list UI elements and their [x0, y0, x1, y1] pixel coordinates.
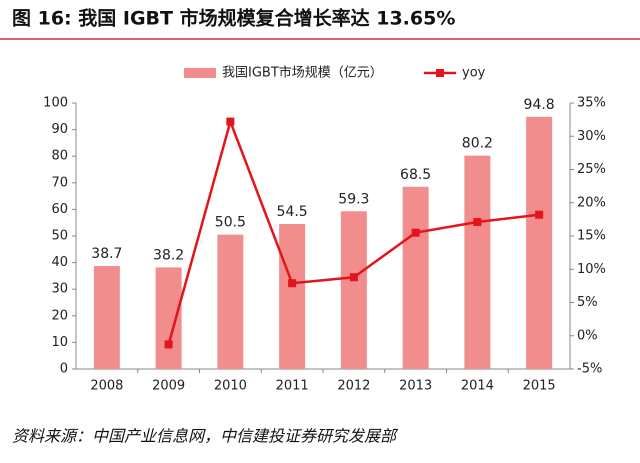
- line-marker: [164, 340, 173, 349]
- y-tick-label: 90: [51, 122, 68, 137]
- legend-swatch: [436, 69, 444, 77]
- data-label: 38.7: [91, 246, 122, 262]
- x-tick-label: 2013: [399, 379, 432, 394]
- line-marker: [535, 210, 544, 219]
- y2-tick-label: -5%: [577, 362, 602, 377]
- legend-swatch: [184, 68, 216, 78]
- chart-title: 图 16: 我国 IGBT 市场规模复合增长率达 13.65%: [12, 7, 455, 30]
- y-tick-label: 30: [51, 282, 68, 297]
- data-label: 68.5: [400, 167, 431, 183]
- y-tick-label: 50: [51, 229, 68, 244]
- line-marker: [473, 218, 482, 227]
- y2-tick-label: 25%: [577, 162, 606, 177]
- line-marker: [349, 273, 358, 282]
- y-tick-label: 10: [51, 335, 68, 350]
- y2-tick-label: 35%: [577, 96, 606, 111]
- x-tick-label: 2012: [337, 379, 370, 394]
- y2-tick-label: 0%: [577, 328, 598, 343]
- y2-tick-label: 15%: [577, 229, 606, 244]
- x-tick-label: 2014: [461, 379, 494, 394]
- data-label: 54.5: [277, 204, 308, 220]
- data-label: 59.3: [338, 191, 369, 207]
- data-label: 38.2: [153, 247, 184, 263]
- y-tick-label: 0: [60, 362, 68, 377]
- x-tick-label: 2011: [276, 379, 309, 394]
- source-note: 资料来源：中国产业信息网，中信建投证券研究发展部: [12, 427, 399, 446]
- x-tick-label: 2010: [214, 379, 247, 394]
- y-tick-label: 80: [51, 149, 68, 164]
- x-tick-label: 2015: [523, 379, 556, 394]
- y-tick-label: 100: [43, 96, 68, 111]
- x-tick-label: 2008: [90, 379, 123, 394]
- data-label: 80.2: [462, 136, 493, 152]
- y2-tick-label: 10%: [577, 262, 606, 277]
- bar: [340, 211, 367, 369]
- bar: [526, 116, 553, 369]
- bar: [402, 186, 429, 369]
- data-label: 94.8: [524, 97, 555, 113]
- bar: [464, 155, 491, 369]
- line-marker: [411, 228, 420, 237]
- legend-label: 我国IGBT市场规模（亿元）: [222, 65, 383, 81]
- y-tick-label: 70: [51, 175, 68, 190]
- bar: [93, 266, 120, 369]
- bar: [155, 267, 182, 369]
- y2-tick-label: 30%: [577, 129, 606, 144]
- y-tick-label: 60: [51, 202, 68, 217]
- y2-tick-label: 20%: [577, 195, 606, 210]
- y2-tick-label: 5%: [577, 295, 598, 310]
- bar: [279, 224, 306, 369]
- y-tick-label: 20: [51, 308, 68, 323]
- line-marker: [288, 279, 297, 288]
- x-tick-label: 2009: [152, 379, 185, 394]
- y-tick-label: 40: [51, 255, 68, 270]
- line-marker: [226, 117, 235, 126]
- data-label: 50.5: [215, 215, 246, 231]
- legend-label: yoy: [462, 66, 486, 81]
- bar: [217, 234, 244, 369]
